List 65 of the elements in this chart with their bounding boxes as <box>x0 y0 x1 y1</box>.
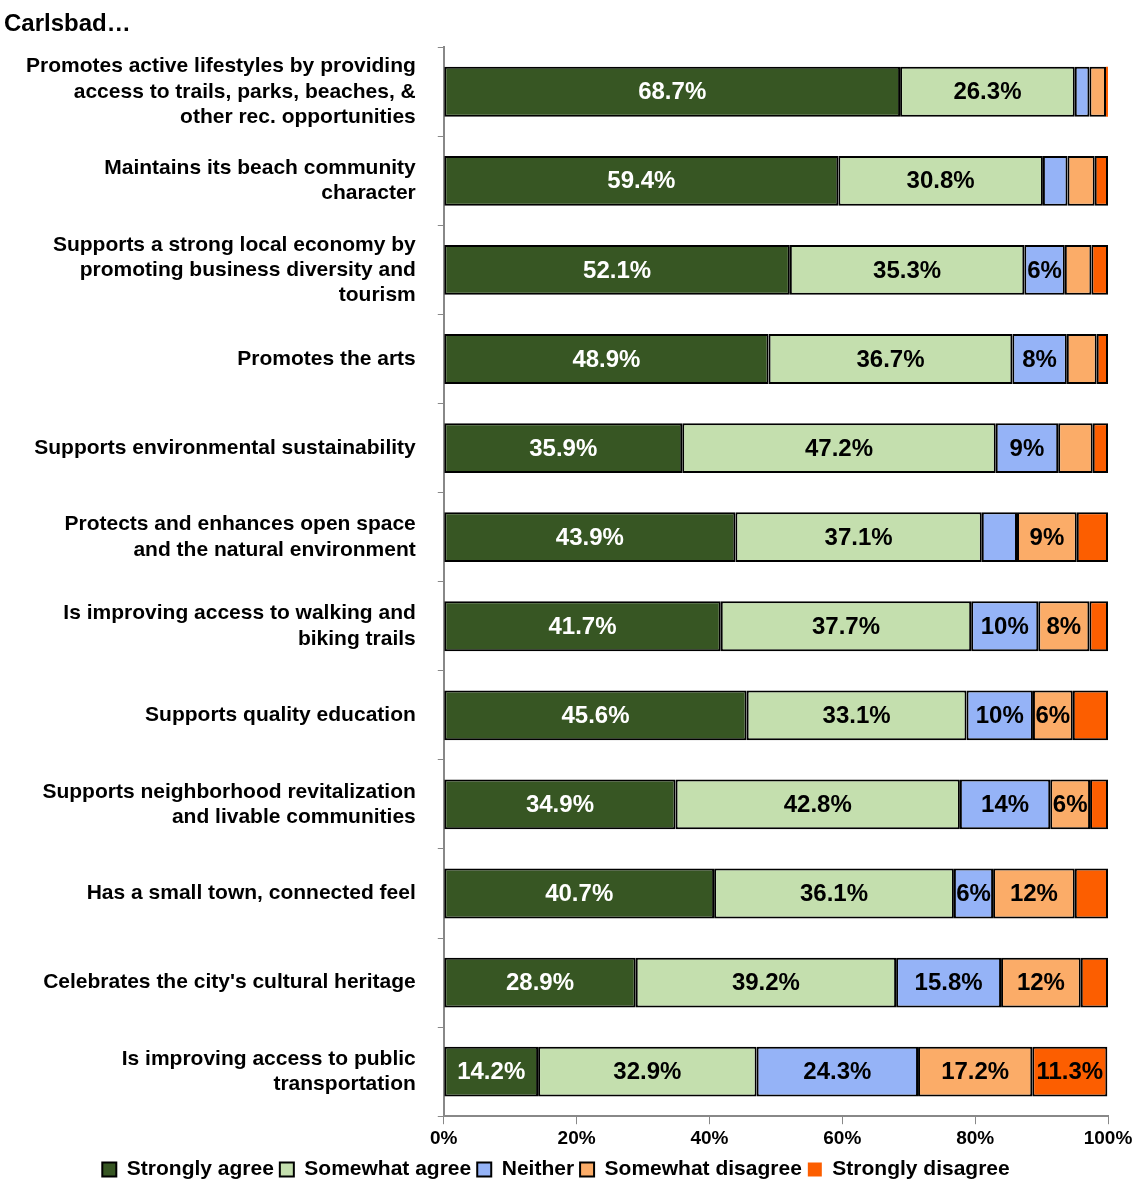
data-label: 52.1% <box>583 255 652 283</box>
x-tick-label: 20% <box>557 1126 596 1148</box>
data-label: 47.2% <box>804 433 874 461</box>
data-label: 8% <box>1046 611 1082 639</box>
data-label: 14.2% <box>457 1057 526 1085</box>
data-label: 41.7% <box>548 611 617 639</box>
data-label: 9% <box>1029 522 1065 550</box>
data-label: 24.3% <box>803 1057 872 1085</box>
data-label: 26.3% <box>953 77 1022 105</box>
data-label: 28.9% <box>505 968 575 996</box>
y-tick-label: Supports quality education <box>145 702 416 726</box>
data-label: 36.7% <box>856 344 925 372</box>
data-label: 33.1% <box>822 700 891 728</box>
data-label: 40.7% <box>545 879 614 907</box>
data-label: 9% <box>1009 433 1045 461</box>
y-tick-label: Promotes active lifestyles by providing access to trails, parks, beaches, & other rec. opportunities <box>26 53 416 127</box>
y-tick-label: Protects and enhances open space and the natural environment <box>64 511 416 560</box>
data-label: 11.3% <box>1036 1057 1104 1085</box>
data-label: 10% <box>975 700 1024 728</box>
data-label: 15.8% <box>914 968 983 996</box>
data-label: 37.1% <box>824 522 893 550</box>
y-tick-label: Supports environmental sustainability <box>34 434 417 458</box>
data-label: 45.6% <box>561 700 630 728</box>
data-label: 6% <box>1027 255 1062 283</box>
data-label: 6% <box>1035 700 1071 728</box>
data-label: 39.2% <box>731 968 800 996</box>
y-tick-label: Promotes the arts <box>237 345 416 369</box>
legend-label: Neither <box>501 1156 575 1180</box>
data-label: 48.9% <box>572 344 641 372</box>
data-label: 37.7% <box>811 611 880 639</box>
x-tick-label: 80% <box>956 1126 995 1148</box>
data-label: 6% <box>956 879 991 907</box>
data-label: 43.9% <box>555 522 624 550</box>
legend-label: Somewhat agree <box>304 1156 472 1180</box>
data-label: 14% <box>981 790 1030 818</box>
legend-label: Somewhat disagree <box>604 1156 802 1180</box>
data-label: 6% <box>1052 790 1088 818</box>
text: Carlsbad… <box>4 9 131 37</box>
x-tick-label: 60% <box>823 1126 862 1148</box>
data-label: 59.4% <box>607 166 676 194</box>
data-label: 30.8% <box>906 166 975 194</box>
x-tick-label: 0% <box>430 1126 458 1148</box>
legend-label: Strongly agree <box>126 1156 274 1180</box>
data-label: 32.9% <box>613 1057 682 1085</box>
x-tick-label: 100% <box>1083 1126 1133 1148</box>
data-label: 35.9% <box>529 433 598 461</box>
y-tick-label: Maintains its beach community character <box>104 155 417 204</box>
data-label: 10% <box>980 611 1029 639</box>
data-label: 42.8% <box>783 790 852 818</box>
data-label: 12% <box>1009 879 1058 907</box>
y-tick-label: Is improving access to public transportation <box>121 1045 417 1095</box>
y-tick-label: Is improving access to walking and biking trails <box>63 600 416 649</box>
data-label: 36.1% <box>799 879 869 907</box>
data-label: 17.2% <box>941 1057 1010 1085</box>
y-tick-label: Supports neighborhood revitalization and livable communities <box>42 778 416 827</box>
x-tick-label: 40% <box>690 1126 729 1148</box>
data-label: 34.9% <box>525 790 594 818</box>
data-label: 8% <box>1022 344 1057 372</box>
data-label: 68.7% <box>638 77 707 105</box>
y-tick-label: Supports a strong local economy by promoting business diversity and tourism <box>52 231 417 305</box>
data-label: 12% <box>1016 968 1065 996</box>
legend-label: Strongly disagree <box>832 1156 1010 1180</box>
y-tick-label: Celebrates the city's cultural heritage <box>43 969 416 993</box>
y-tick-label: Has a small town, connected feel <box>86 880 416 904</box>
data-label: 35.3% <box>873 255 942 283</box>
